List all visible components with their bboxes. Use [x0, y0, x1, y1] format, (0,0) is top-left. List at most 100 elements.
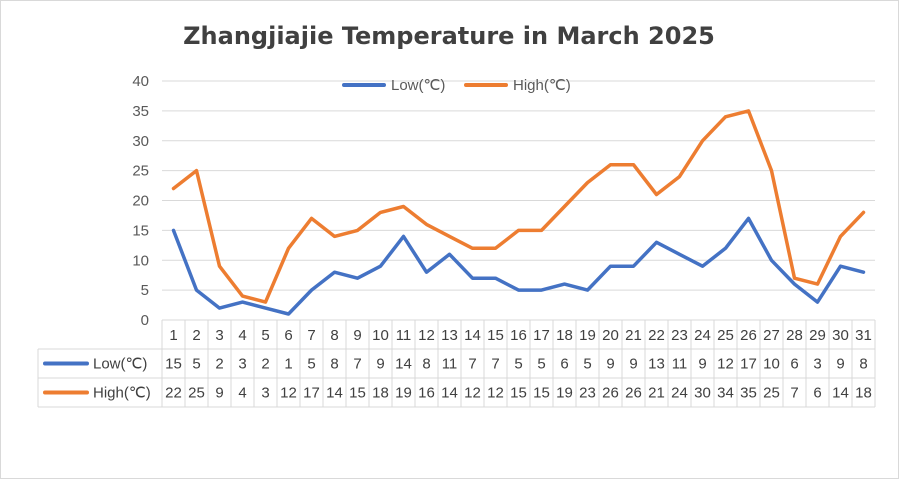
x-tick-label: 31 [855, 327, 872, 344]
data-label: 8 [859, 356, 867, 373]
data-label: 5 [192, 356, 200, 373]
x-tick-label: 7 [307, 327, 315, 344]
x-tick-label: 22 [648, 327, 665, 344]
data-label: 7 [468, 356, 476, 373]
grid-layer [162, 80, 875, 321]
data-label: 19 [395, 385, 412, 402]
data-label: 18 [855, 385, 872, 402]
data-label: 14 [395, 356, 412, 373]
x-tick-label: 10 [372, 327, 389, 344]
data-label: 15 [510, 385, 527, 402]
data-label: 9 [215, 385, 223, 402]
data-label: 18 [372, 385, 389, 402]
data-table: 1 2 3 4 5 6 7 8 9 10 11 12 13 14 15 16 17 18 19 20 21 22 23 24 2… [37, 319, 876, 408]
data-label: 3 [238, 356, 246, 373]
data-label: 13 [648, 356, 665, 373]
data-label: 5 [583, 356, 591, 373]
data-label: 9 [606, 356, 614, 373]
data-label: 9 [629, 356, 637, 373]
x-tick-label: 12 [418, 327, 435, 344]
table-series-label: High(℃) [93, 385, 151, 402]
data-label: 19 [556, 385, 573, 402]
data-label: 15 [533, 385, 550, 402]
data-label: 26 [602, 385, 619, 402]
y-tick-label: 0 [141, 312, 149, 329]
data-label: 3 [813, 356, 821, 373]
y-tick-label: 30 [132, 133, 149, 150]
y-tick-label: 40 [132, 73, 149, 90]
data-label: 3 [261, 385, 269, 402]
data-label: 26 [625, 385, 642, 402]
legend: Low(℃) High(℃) [342, 77, 571, 94]
data-label: 8 [330, 356, 338, 373]
data-label: 2 [261, 356, 269, 373]
legend-entry: High(℃) [513, 77, 571, 94]
x-tick-label: 16 [510, 327, 527, 344]
x-tick-label: 18 [556, 327, 573, 344]
x-tick-label: 6 [284, 327, 292, 344]
x-tick-label: 1 [169, 327, 177, 344]
x-tick-label: 19 [579, 327, 596, 344]
data-label: 7 [790, 385, 798, 402]
data-label: 6 [560, 356, 568, 373]
data-label: 1 [284, 356, 292, 373]
data-label: 12 [464, 385, 481, 402]
series-line [171, 109, 866, 304]
data-label: 5 [537, 356, 545, 373]
data-label: 11 [442, 356, 458, 373]
x-tick-label: 2 [192, 327, 200, 344]
x-tick-label: 29 [809, 327, 826, 344]
x-tick-label: 17 [533, 327, 550, 344]
data-label: 9 [376, 356, 384, 373]
y-tick-label: 10 [132, 252, 149, 269]
chart-title: Zhangjiajie Temperature in March 2025 [183, 22, 715, 50]
data-label: 6 [790, 356, 798, 373]
x-tick-label: 23 [671, 327, 688, 344]
data-label: 5 [307, 356, 315, 373]
data-label: 4 [238, 385, 246, 402]
x-tick-label: 9 [353, 327, 361, 344]
y-tick-label: 15 [132, 222, 149, 239]
data-label: 11 [672, 356, 688, 373]
table-series-label: Low(℃) [93, 356, 147, 373]
data-label: 35 [740, 385, 757, 402]
y-tick-label: 35 [132, 103, 149, 120]
data-label: 17 [303, 385, 320, 402]
series-line [171, 216, 866, 316]
x-tick-label: 5 [261, 327, 269, 344]
series-layer [171, 109, 866, 316]
x-tick-label: 8 [330, 327, 338, 344]
x-tick-label: 25 [717, 327, 734, 344]
data-label: 34 [717, 385, 734, 402]
data-label: 23 [579, 385, 596, 402]
x-tick-label: 28 [786, 327, 803, 344]
data-label: 9 [836, 356, 844, 373]
data-label: 8 [422, 356, 430, 373]
data-label: 22 [165, 385, 182, 402]
data-label: 7 [491, 356, 499, 373]
data-label: 14 [326, 385, 343, 402]
data-label: 24 [671, 385, 688, 402]
data-label: 16 [418, 385, 435, 402]
x-tick-label: 21 [625, 327, 642, 344]
y-tick-label: 5 [141, 282, 149, 299]
data-label: 10 [763, 356, 780, 373]
y-tick-label: 25 [132, 163, 149, 180]
x-tick-label: 4 [238, 327, 246, 344]
x-tick-label: 14 [464, 327, 481, 344]
legend-entry: Low(℃) [391, 77, 445, 94]
x-tick-label: 26 [740, 327, 757, 344]
y-tick-label: 20 [132, 193, 149, 210]
x-tick-label: 27 [763, 327, 780, 344]
data-label: 7 [353, 356, 361, 373]
data-label: 12 [280, 385, 297, 402]
x-tick-label: 11 [396, 327, 412, 344]
x-tick-label: 20 [602, 327, 619, 344]
data-label: 6 [813, 385, 821, 402]
data-label: 15 [349, 385, 366, 402]
data-label: 14 [441, 385, 458, 402]
data-label: 21 [648, 385, 665, 402]
x-tick-label: 30 [832, 327, 849, 344]
x-tick-label: 15 [487, 327, 504, 344]
